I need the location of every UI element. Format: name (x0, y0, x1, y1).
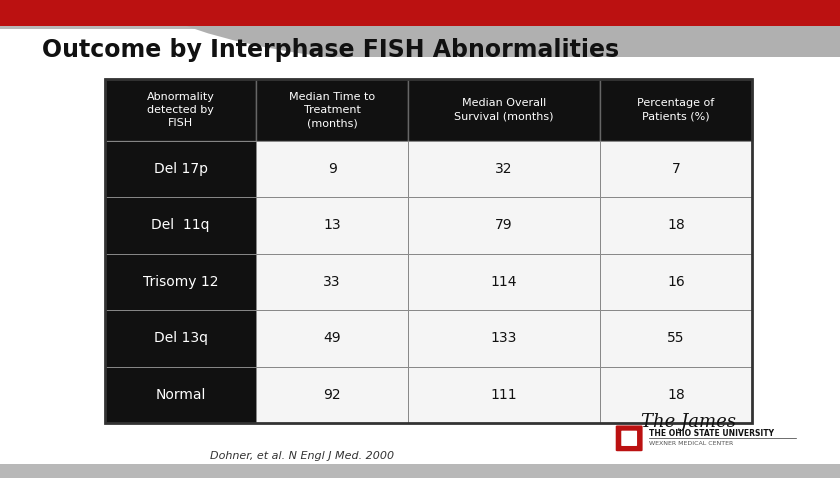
Bar (105, 367, 256, 423)
Text: Abnormality
detected by
FISH: Abnormality detected by FISH (147, 92, 215, 128)
Bar (0, 0, 840, 26)
FancyBboxPatch shape (616, 425, 643, 451)
Text: 7: 7 (672, 162, 680, 176)
Bar (601, 79, 752, 141)
Bar (256, 79, 407, 141)
Text: 9: 9 (328, 162, 337, 176)
Text: Del  11q: Del 11q (151, 218, 210, 232)
Text: 111: 111 (491, 388, 517, 402)
Bar (407, 79, 601, 141)
Bar (105, 310, 256, 367)
Bar (256, 197, 407, 254)
Bar (256, 367, 407, 423)
Bar (601, 197, 752, 254)
Bar (407, 197, 601, 254)
Text: 18: 18 (667, 388, 685, 402)
Bar (256, 310, 407, 367)
Bar (0, 464, 840, 478)
Text: 79: 79 (496, 218, 513, 232)
Bar (105, 254, 256, 310)
Text: 16: 16 (667, 275, 685, 289)
Text: Outcome by Interphase FISH Abnormalities: Outcome by Interphase FISH Abnormalities (42, 38, 619, 62)
Text: The James: The James (641, 413, 737, 431)
Text: Normal: Normal (155, 388, 206, 402)
Text: Median Time to
Treatment
(months): Median Time to Treatment (months) (289, 92, 375, 128)
Text: Dohner, et al. N Engl J Med. 2000: Dohner, et al. N Engl J Med. 2000 (210, 452, 395, 461)
Text: 33: 33 (323, 275, 341, 289)
Text: 133: 133 (491, 331, 517, 346)
Bar (601, 141, 752, 197)
Text: 114: 114 (491, 275, 517, 289)
FancyBboxPatch shape (622, 431, 637, 446)
Bar (407, 367, 601, 423)
Bar (105, 197, 256, 254)
Bar (407, 141, 601, 197)
Text: Del 17p: Del 17p (154, 162, 207, 176)
Bar (105, 141, 256, 197)
Text: 13: 13 (323, 218, 341, 232)
Text: Percentage of
Patients (%): Percentage of Patients (%) (638, 98, 715, 121)
Text: Median Overall
Survival (months): Median Overall Survival (months) (454, 98, 554, 121)
Bar (407, 254, 601, 310)
Bar (601, 254, 752, 310)
Text: Trisomy 12: Trisomy 12 (143, 275, 218, 289)
Bar (0, 57, 840, 478)
Text: 92: 92 (323, 388, 341, 402)
Text: 55: 55 (667, 331, 685, 346)
Text: 49: 49 (323, 331, 341, 346)
Bar (601, 367, 752, 423)
Bar (105, 79, 256, 141)
Bar (407, 310, 601, 367)
Text: 32: 32 (496, 162, 513, 176)
Bar (601, 310, 752, 367)
Text: 18: 18 (667, 218, 685, 232)
Bar (256, 254, 407, 310)
Bar (256, 141, 407, 197)
Bar (105, 79, 752, 423)
Text: THE OHIO STATE UNIVERSITY: THE OHIO STATE UNIVERSITY (649, 429, 774, 437)
Text: WEXNER MEDICAL CENTER: WEXNER MEDICAL CENTER (649, 441, 733, 446)
Text: Del 13q: Del 13q (154, 331, 207, 346)
Ellipse shape (143, 0, 840, 74)
